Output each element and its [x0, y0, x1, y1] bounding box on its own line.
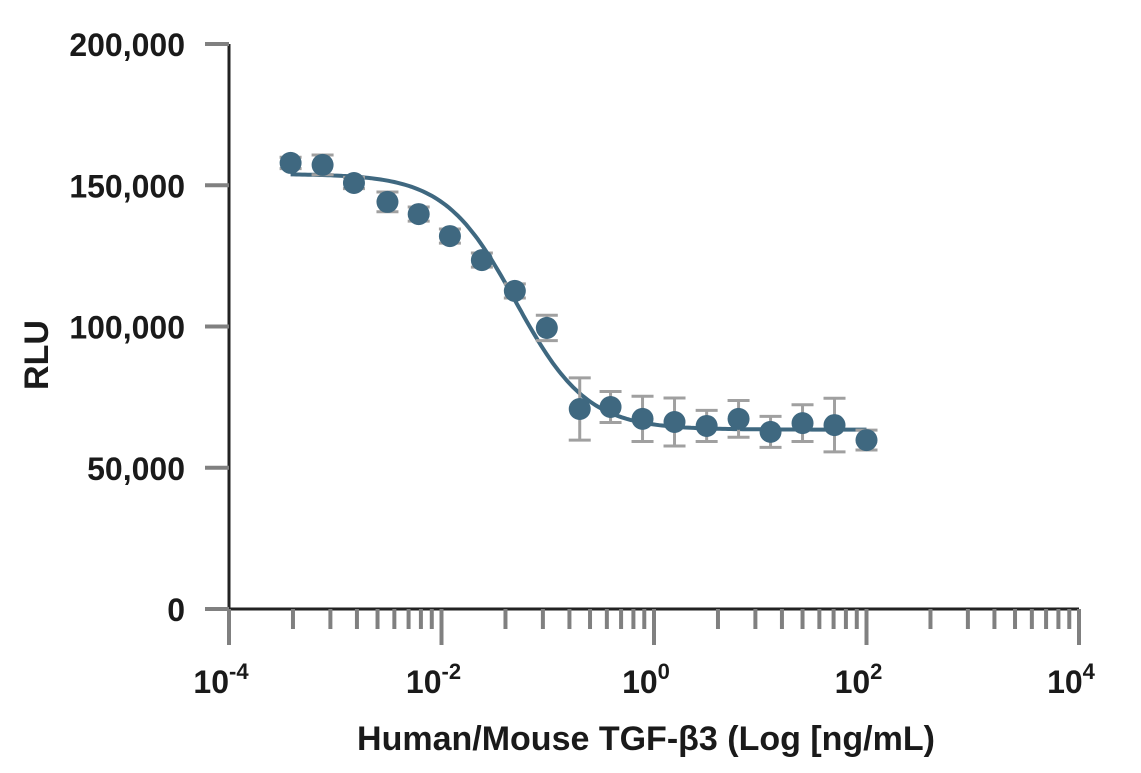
y-tick-label: 150,000	[69, 168, 185, 204]
y-tick-label: 50,000	[87, 451, 185, 487]
data-point	[438, 225, 461, 248]
data-point	[279, 151, 302, 174]
data-point	[855, 429, 878, 452]
data-point	[695, 414, 718, 437]
data-point	[535, 316, 558, 339]
y-tick-label: 200,000	[69, 27, 185, 63]
data-point	[599, 396, 622, 419]
data-point	[791, 412, 814, 435]
data-point	[470, 249, 493, 272]
y-axis-label: RLU	[18, 320, 56, 390]
y-tick-label: 0	[167, 592, 185, 628]
x-tick-label: 102	[835, 659, 883, 700]
x-tick-label: 10-4	[193, 659, 249, 700]
y-tick-label: 100,000	[69, 310, 185, 346]
x-tick-label: 10-2	[406, 659, 461, 700]
data-point	[759, 420, 782, 443]
data-point	[727, 407, 750, 430]
axes: 0 50,000 100,000 150,000 200,000 10-4 10-2 100 1…	[69, 27, 1095, 700]
data-point	[311, 153, 334, 176]
data-point	[823, 414, 846, 437]
data-point	[663, 410, 686, 433]
data-point	[568, 397, 591, 420]
x-tick-label: 100	[622, 659, 670, 700]
data-point	[342, 171, 365, 194]
data-point	[407, 203, 430, 226]
data-point	[503, 279, 526, 302]
data-point	[631, 407, 654, 430]
x-tick-label: 104	[1047, 659, 1096, 700]
data-points	[279, 151, 878, 454]
data-point	[376, 190, 399, 213]
x-axis-label: Human/Mouse TGF-β3 (Log [ng/mL)	[357, 720, 935, 758]
